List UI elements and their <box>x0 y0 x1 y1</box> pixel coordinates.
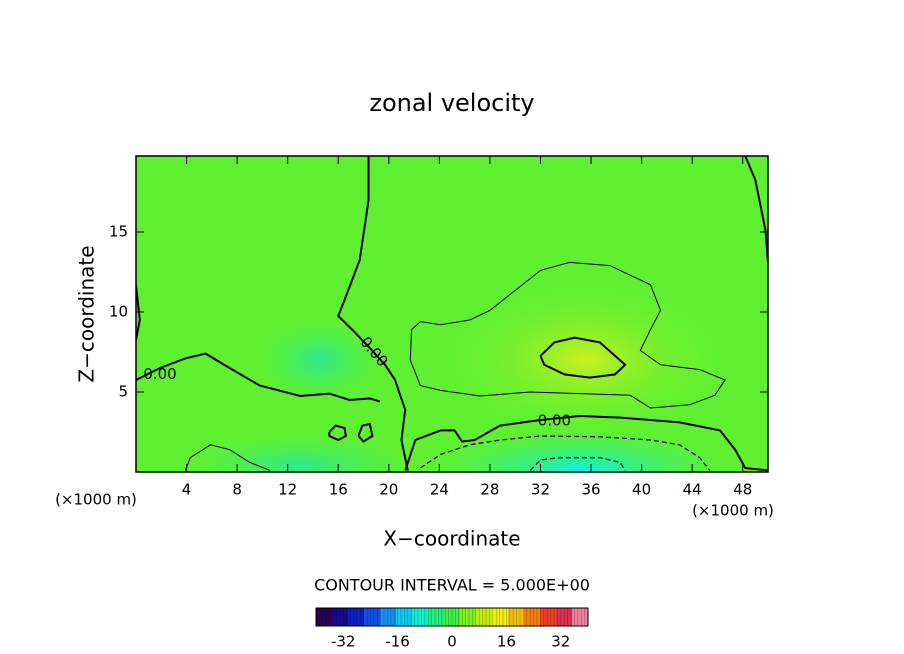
x-tick-label: 4 <box>182 481 192 499</box>
colorbar-tick-label: -16 <box>385 633 410 651</box>
colorbar-swatch <box>348 608 365 626</box>
colorbar-swatch <box>444 608 461 626</box>
contour-line <box>539 336 627 379</box>
x-tick-label: 40 <box>632 481 651 499</box>
colorbar-swatch <box>428 608 445 626</box>
colorbar-swatch <box>524 608 541 626</box>
x-tick-label: 44 <box>683 481 702 499</box>
y-unit: (×1000 m) <box>55 491 137 509</box>
contour-label: 0.00 <box>143 365 176 383</box>
x-tick-label: 16 <box>329 481 348 499</box>
x-tick-label: 20 <box>379 481 398 499</box>
colorbar-tick-label: 16 <box>497 633 516 651</box>
colorbar-swatch <box>396 608 413 626</box>
x-tick-label: 36 <box>581 481 600 499</box>
contour-line <box>136 352 381 403</box>
contour-line <box>337 156 409 471</box>
x-tick-label: 28 <box>480 481 499 499</box>
contour-line <box>184 444 271 471</box>
contour-line <box>357 422 374 443</box>
x-tick-label: 48 <box>733 481 752 499</box>
contour-note: CONTOUR INTERVAL = 5.000E+00 <box>314 576 590 595</box>
contour-line <box>744 156 768 263</box>
colorbar-swatch <box>508 608 525 626</box>
colorbar-swatch <box>572 608 589 626</box>
colorbar-swatch <box>492 608 509 626</box>
y-axis-label: Z−coordinate <box>75 245 99 382</box>
field <box>136 156 768 472</box>
colorbar-frame <box>315 607 589 627</box>
plot-frame <box>135 155 769 473</box>
colorbar-swatch <box>332 608 349 626</box>
contour-line <box>420 435 711 471</box>
contour-line <box>404 414 768 472</box>
contour-line <box>409 261 726 409</box>
y-tick-label: 15 <box>109 223 128 241</box>
colorbar-swatch <box>476 608 493 626</box>
colorbar-swatch <box>556 608 573 626</box>
x-tick-label: 32 <box>531 481 550 499</box>
colorbar-tick-label: 32 <box>551 633 570 651</box>
chart-title: zonal velocity <box>369 89 534 117</box>
colorbar-swatch <box>316 608 333 626</box>
y-tick-label: 10 <box>109 303 128 321</box>
x-unit: (×1000 m) <box>692 502 774 520</box>
contour-label: 0.00 <box>538 411 571 429</box>
x-tick-label: 24 <box>430 481 449 499</box>
colorbar-swatch <box>380 608 397 626</box>
contour-line <box>328 424 347 442</box>
x-tick-label: 8 <box>232 481 242 499</box>
colorbar-swatch <box>412 608 429 626</box>
x-tick-label: 12 <box>278 481 297 499</box>
colorbar-swatch <box>364 608 381 626</box>
contour-line <box>529 457 626 471</box>
y-tick-label: 5 <box>118 383 128 401</box>
colorbar-swatch <box>460 608 477 626</box>
colorbar-tick-label: 0 <box>447 633 457 651</box>
colorbar-tick-label: -32 <box>331 633 356 651</box>
contour-line <box>136 284 141 341</box>
x-axis-label: X−coordinate <box>383 527 520 551</box>
colorbar-swatch <box>540 608 557 626</box>
